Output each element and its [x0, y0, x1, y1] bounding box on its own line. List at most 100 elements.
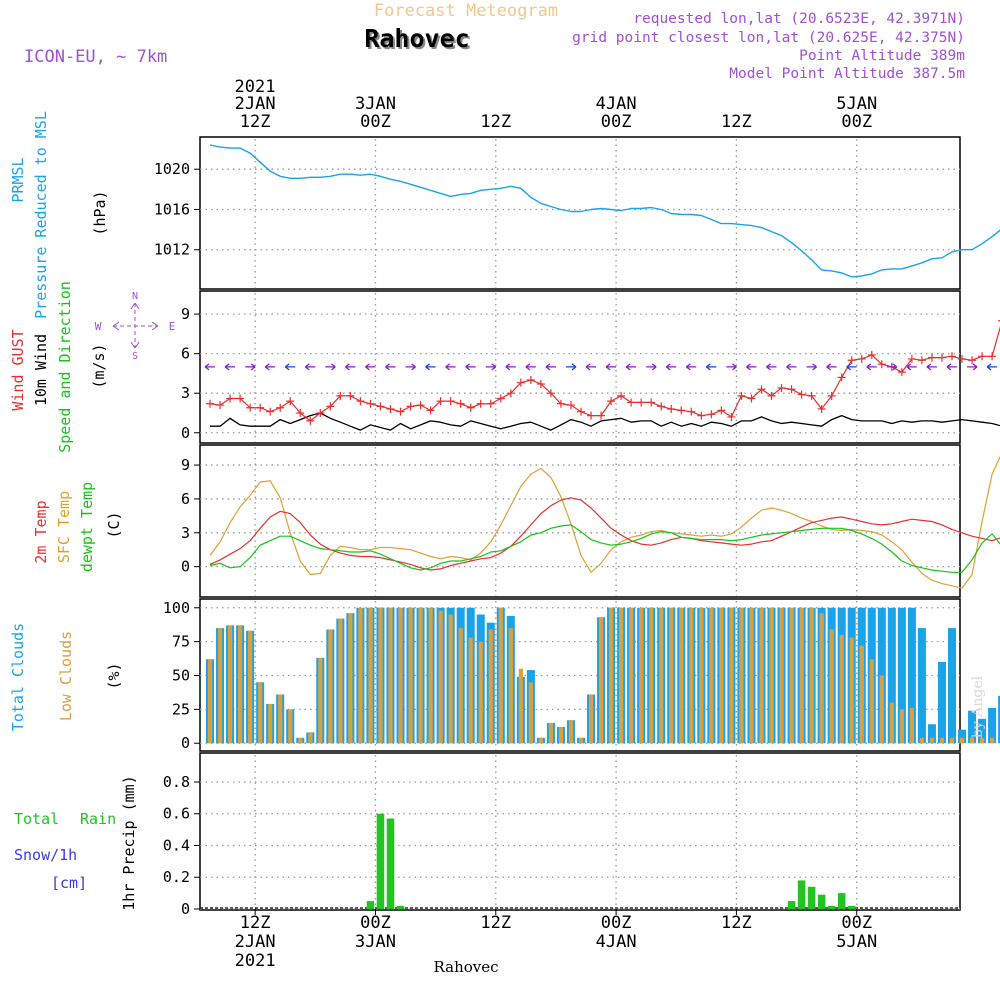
- super-title: Forecast Meteogram: [374, 1, 558, 21]
- gust-plus-marker: [817, 405, 826, 414]
- gust-plus-marker: [937, 353, 946, 362]
- low-cloud-bar: [378, 607, 383, 744]
- y-tick-label: 1012: [154, 241, 190, 259]
- low-cloud-bar: [548, 722, 554, 744]
- rain-bar: [827, 905, 836, 909]
- pressure-msl-label: Pressure Reduced to MSL: [32, 111, 50, 319]
- bottom-time-label: 4JAN: [596, 932, 637, 952]
- gust-plus-marker: [436, 397, 445, 406]
- y-tick-label: 0.2: [163, 868, 190, 886]
- bottom-time-label: 2JAN: [235, 932, 276, 952]
- model-altitude: Model Point Altitude 387.5m: [729, 66, 965, 82]
- low-cloud-bar: [849, 637, 854, 744]
- bottom-time-label: 3JAN: [355, 932, 396, 952]
- pressure-line: [209, 144, 1000, 278]
- gust-plus-marker: [346, 391, 355, 400]
- gust-plus-marker: [496, 394, 505, 403]
- gust-plus-marker: [787, 385, 796, 394]
- wind-direction-arrow: [304, 363, 316, 371]
- y-tick-label: 25: [172, 700, 190, 718]
- gust-plus-marker: [597, 411, 606, 420]
- temp-unit-label: (C): [105, 511, 123, 538]
- low-cloud-bar: [959, 737, 965, 744]
- gust-plus-marker: [988, 352, 997, 361]
- y-tick-label: 0.8: [163, 773, 190, 791]
- gust-plus-marker: [476, 399, 485, 408]
- low-cloud-bar: [739, 607, 744, 744]
- watermark: by Angel: [970, 675, 986, 738]
- gust-plus-marker: [677, 406, 686, 415]
- gust-plus-marker: [506, 389, 515, 398]
- gust-plus-marker: [707, 410, 716, 419]
- rain-bar: [366, 901, 375, 909]
- low-cloud-bar: [769, 607, 774, 744]
- wind-direction-arrow: [705, 363, 717, 371]
- low-cloud-bar: [839, 634, 844, 744]
- wind-gust-line: [209, 325, 1000, 422]
- gust-plus-marker: [897, 368, 906, 377]
- low-cloud-bar: [889, 702, 894, 744]
- wind-direction-arrow: [565, 363, 577, 371]
- gust-plus-marker: [326, 402, 335, 411]
- low-cloud-bar: [809, 607, 814, 744]
- low-cloud-bar: [488, 629, 493, 744]
- wind-direction-arrow: [926, 363, 937, 371]
- low-cloud-bar: [759, 607, 764, 744]
- low-cloud-bar: [428, 607, 433, 744]
- low-cloud-bar: [669, 607, 674, 744]
- compass-west: W: [95, 320, 102, 333]
- gust-plus-marker: [807, 391, 816, 400]
- top-time-label: 4JAN: [596, 94, 637, 114]
- y-tick-label: 75: [172, 633, 190, 651]
- y-tick-label: 9: [181, 305, 190, 323]
- gust-plus-marker: [978, 352, 987, 361]
- low-cloud-bar: [879, 675, 884, 744]
- wind-direction-arrow: [946, 363, 957, 371]
- gust-plus-marker: [276, 403, 285, 412]
- gust-plus-marker: [687, 407, 696, 416]
- low-cloud-bar: [468, 637, 473, 744]
- wind-direction-arrow: [866, 363, 877, 371]
- low-cloud-bar: [418, 607, 423, 744]
- bottom-time-label: 12Z: [240, 913, 271, 933]
- rain-bar: [797, 880, 806, 909]
- low-cloud-bar: [528, 682, 533, 744]
- total-cloud-bar: [917, 628, 926, 744]
- gust-plus-marker: [877, 360, 886, 369]
- wind-10m-line: [210, 412, 1000, 431]
- gust-plus-marker: [206, 399, 215, 408]
- total-cloud-bar: [937, 661, 946, 744]
- gust-plus-marker: [767, 391, 776, 400]
- gust-plus-marker: [777, 383, 786, 392]
- low-cloud-bar: [929, 737, 935, 744]
- gust-plus-marker: [587, 411, 596, 420]
- low-cloud-bar: [358, 607, 363, 744]
- rain-bar: [386, 818, 395, 909]
- low-cloud-bar: [248, 630, 253, 744]
- low-cloud-bar: [238, 625, 243, 744]
- wind-direction-arrow: [545, 363, 556, 371]
- grid-point-coords: grid point closest lon,lat (20.625E, 42.…: [572, 30, 965, 46]
- low-cloud-bar: [288, 709, 293, 744]
- low-cloud-bar: [799, 607, 804, 744]
- gust-plus-marker: [466, 403, 475, 412]
- precip-cm-label: [cm]: [51, 874, 87, 892]
- gust-plus-marker: [406, 402, 415, 411]
- low-cloud-bar: [558, 726, 564, 744]
- low-cloud-bar: [588, 694, 594, 744]
- wind-direction-arrow: [405, 363, 416, 371]
- bottom-time-label: 00Z: [360, 913, 391, 933]
- total-cloud-bar: [927, 724, 936, 744]
- low-cloud-bar: [989, 737, 995, 744]
- gust-plus-marker: [757, 385, 766, 394]
- bottom-time-label: 12Z: [721, 913, 752, 933]
- wind-direction-arrow: [846, 363, 857, 371]
- low-cloud-bar: [829, 629, 834, 744]
- y-tick-label: 50: [172, 667, 190, 685]
- top-time-label: 5JAN: [836, 94, 877, 114]
- gust-plus-marker: [416, 401, 425, 410]
- gust-plus-marker: [286, 397, 295, 406]
- compass-south: S: [132, 351, 138, 362]
- gust-plus-marker: [216, 401, 225, 410]
